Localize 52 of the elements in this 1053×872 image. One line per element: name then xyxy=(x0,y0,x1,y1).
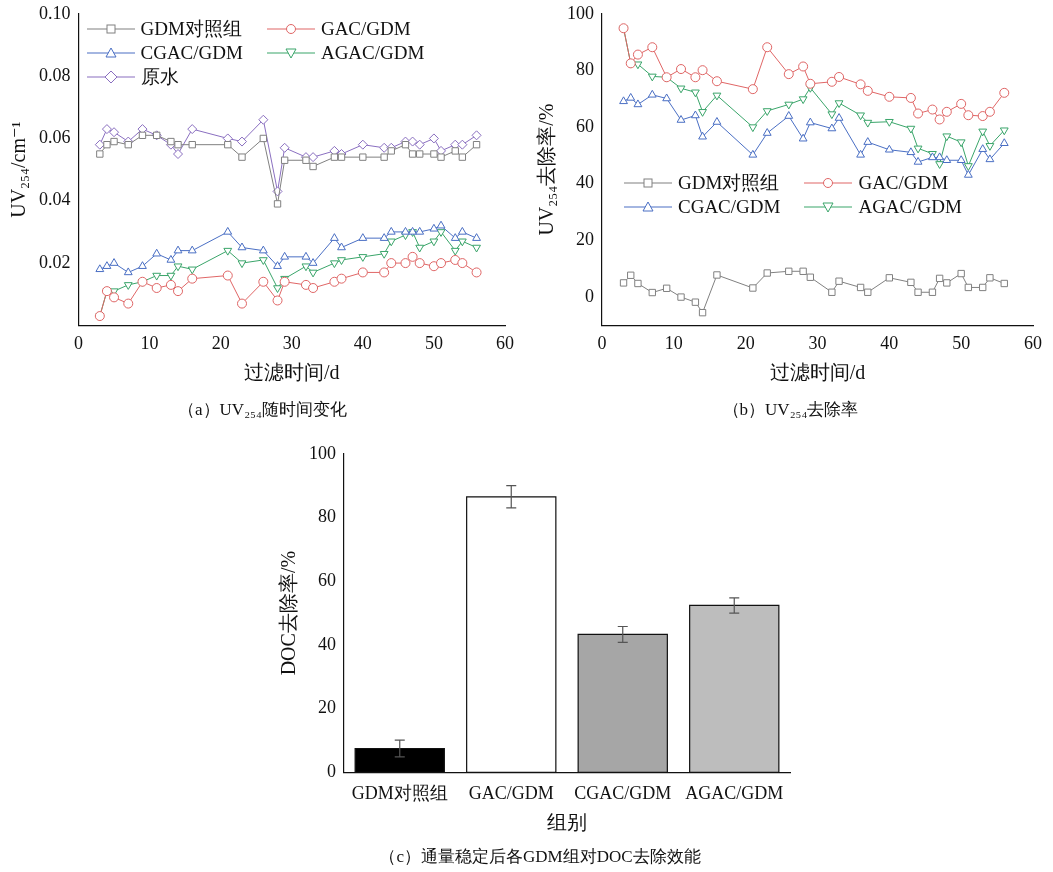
y-axis-title: UV₂₅₄去除率/% xyxy=(535,103,558,236)
x-tick-label: 40 xyxy=(353,332,372,353)
y-tick-label: 60 xyxy=(576,115,594,136)
legend-label: GAC/GDM xyxy=(320,17,411,40)
y-tick-label: 0.08 xyxy=(39,64,71,85)
x-tick-label: 60 xyxy=(496,332,514,353)
y-tick-label: 100 xyxy=(567,2,594,23)
x-axis-title: 组别 xyxy=(547,811,587,834)
x-axis-title: 过滤时间/d xyxy=(243,361,340,384)
x-tick-label: 40 xyxy=(880,332,899,353)
x-tick-label: 0 xyxy=(597,332,607,353)
x-tick-label: 10 xyxy=(140,332,159,353)
x-tick-label: 30 xyxy=(282,332,301,353)
legend-label: GDM对照组 xyxy=(140,16,242,41)
y-tick-label: 60 xyxy=(318,569,336,590)
y-tick-label: 40 xyxy=(318,633,336,654)
x-tick-label: 30 xyxy=(808,332,827,353)
y-tick-label: 40 xyxy=(576,172,594,193)
y-tick-label: 0.02 xyxy=(39,251,71,272)
y-tick-label: 0.06 xyxy=(39,127,71,148)
x-tick-label: GDM对照组 xyxy=(351,782,448,803)
x-tick-label: GAC/GDM xyxy=(468,782,554,803)
x-tick-label: 50 xyxy=(424,332,443,353)
legend-label: CGAC/GDM xyxy=(140,41,243,64)
x-tick-label: CGAC/GDM xyxy=(574,782,672,803)
text: （a）UV₂₅₄随时间变化 xyxy=(177,399,348,421)
text: （b）UV₂₅₄去除率 xyxy=(721,399,860,421)
y-tick-label: 100 xyxy=(309,442,336,463)
x-tick-label: AGAC/GDM xyxy=(685,782,784,803)
x-tick-label: 10 xyxy=(664,332,683,353)
y-tick-label: 20 xyxy=(576,229,594,250)
legend-label: 原水 xyxy=(140,64,179,89)
legend-label: GAC/GDM xyxy=(858,171,949,194)
x-axis-title: 过滤时间/d xyxy=(769,361,866,384)
y-tick-label: 0.04 xyxy=(39,189,71,210)
legend-label: GDM对照组 xyxy=(678,170,780,195)
y-axis-title: UV₂₅₄/cm⁻¹ xyxy=(7,121,30,218)
y-tick-label: 0.10 xyxy=(39,2,71,23)
legend-label: AGAC/GDM xyxy=(320,41,425,64)
y-tick-label: 0 xyxy=(585,285,594,306)
x-tick-label: 20 xyxy=(736,332,755,353)
x-tick-label: 60 xyxy=(1024,332,1042,353)
y-tick-label: 0 xyxy=(327,761,336,782)
y-tick-label: 80 xyxy=(576,59,594,80)
y-tick-label: 80 xyxy=(318,506,336,527)
y-axis-title: DOC去除率/% xyxy=(277,550,300,676)
x-tick-label: 20 xyxy=(211,332,230,353)
legend-label: CGAC/GDM xyxy=(678,195,781,218)
x-tick-label: 50 xyxy=(952,332,971,353)
y-tick-label: 20 xyxy=(318,697,336,718)
legend-label: AGAC/GDM xyxy=(858,195,962,218)
text: （c）通量稳定后各GDM组对DOC去除效能 xyxy=(378,846,702,868)
